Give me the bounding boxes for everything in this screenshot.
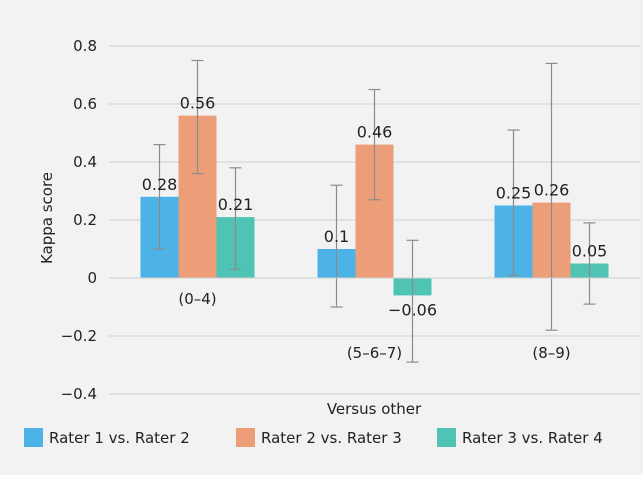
y-tick-label: 0.4 [73,153,97,171]
legend-swatch [24,428,43,447]
legend-label: Rater 3 vs. Rater 4 [462,429,603,447]
y-tick-label: −0.4 [61,385,97,403]
x-tick-label: (8–9) [532,344,570,362]
legend-label: Rater 1 vs. Rater 2 [49,429,190,447]
data-label: 0.05 [572,242,608,261]
legend-swatch [236,428,255,447]
y-tick-label: 0.8 [73,37,97,55]
data-label: 0.46 [357,123,393,142]
axes: Kappa score Versus other −0.4 −0.2 0 0.2 0.4… [38,37,640,418]
data-label: 0.56 [180,94,216,113]
data-label: 0.28 [142,175,178,194]
x-tick-label: (5–6–7) [347,344,402,362]
y-axis-title: Kappa score [38,172,56,264]
x-axis-title: Versus other [327,400,422,418]
data-label: −0.06 [388,300,437,319]
error-bars [153,59,596,363]
y-tick-label: 0 [87,269,97,287]
legend-swatch [437,428,456,447]
legend-label: Rater 2 vs. Rater 3 [261,429,402,447]
data-label: 0.26 [534,181,570,200]
y-tick-label: −0.2 [61,327,97,345]
data-label: 0.25 [496,184,532,203]
data-label: 0.21 [218,195,254,214]
y-tick-label: 0.2 [73,211,97,229]
y-tick-label: 0.6 [73,95,97,113]
data-labels: 0.28 0.1 0.25 0.56 0.46 0.26 0.21 −0.06 0.05 [142,94,608,320]
x-tick-label: (0–4) [178,290,216,308]
legend: Rater 1 vs. Rater 2 Rater 2 vs. Rater 3 Ra… [24,428,603,447]
data-label: 0.1 [324,227,349,246]
